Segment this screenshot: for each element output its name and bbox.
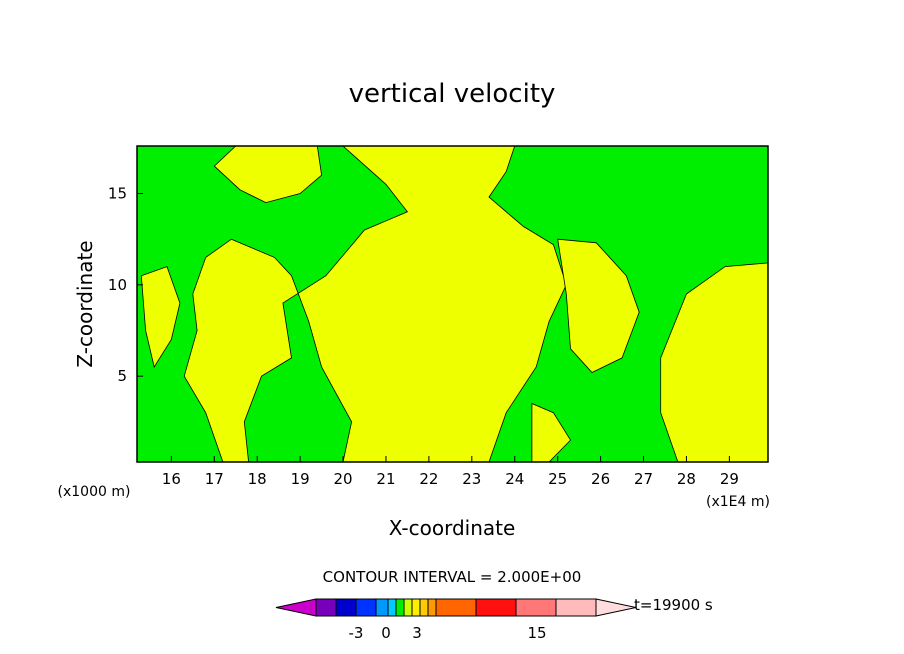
colorbar-swatch-9 <box>419 598 429 617</box>
y-tick-label-15: 15 <box>108 184 127 202</box>
x-tick-label-22: 22 <box>419 470 438 488</box>
x-tick-label-26: 26 <box>591 470 610 488</box>
x-axis-label: X-coordinate <box>389 516 516 540</box>
yellow-region-2 <box>557 238 640 373</box>
x-unit-label: (x1E4 m) <box>706 494 770 510</box>
colorbar <box>275 598 637 617</box>
y-tick-label-5: 5 <box>117 367 127 385</box>
x-tick-label-23: 23 <box>462 470 481 488</box>
colorbar-swatch-3 <box>355 598 377 617</box>
colorbar-label-neg3: -3 <box>349 624 364 642</box>
x-tick-label-24: 24 <box>505 470 524 488</box>
x-ticks: 16 17 18 19 20 21 22 23 24 25 26 27 28 29 <box>162 456 739 488</box>
colorbar-label-0: 0 <box>381 624 391 642</box>
colorbar-swatch-10 <box>427 598 437 617</box>
x-tick-label-16: 16 <box>162 470 181 488</box>
colorbar-label-3: 3 <box>412 624 422 642</box>
y-axis-label: Z-coordinate <box>73 240 97 367</box>
colorbar-swatch-2 <box>335 598 357 617</box>
x-tick-label-25: 25 <box>548 470 567 488</box>
y-unit-label: (x1000 m) <box>58 484 131 500</box>
x-tick-label-21: 21 <box>376 470 395 488</box>
colorbar-swatch-5 <box>387 598 397 617</box>
colorbar-swatch-14 <box>555 598 597 617</box>
colorbar-swatch-8 <box>411 598 421 617</box>
colorbar-swatch-7 <box>403 598 413 617</box>
colorbar-swatch-1 <box>315 598 337 617</box>
plot-area: 16 17 18 19 20 21 22 23 24 25 26 27 28 29 5 10 15 <box>108 145 769 488</box>
x-tick-label-27: 27 <box>634 470 653 488</box>
colorbar-swatch-6 <box>395 598 405 617</box>
x-tick-label-28: 28 <box>677 470 696 488</box>
x-tick-label-19: 19 <box>291 470 310 488</box>
y-ticks: 5 10 15 <box>108 184 143 385</box>
colorbar-swatch-4 <box>375 598 389 617</box>
colorbar-label-15: 15 <box>527 624 546 642</box>
colorbar-swatch-13 <box>515 598 557 617</box>
x-tick-label-17: 17 <box>205 470 224 488</box>
yellow-region-0 <box>213 145 323 204</box>
plot-frame <box>136 145 769 463</box>
yellow-region-5 <box>531 402 572 463</box>
x-tick-label-29: 29 <box>720 470 739 488</box>
colorbar-labels: -3 0 3 15 <box>349 624 547 642</box>
colorbar-swatch-11 <box>435 598 477 617</box>
colorbar-arrow-right <box>595 598 637 617</box>
yellow-region-1 <box>183 145 567 463</box>
x-tick-label-18: 18 <box>248 470 267 488</box>
colorbar-arrow-left <box>275 598 317 617</box>
contour-interval-label: CONTOUR INTERVAL = 2.000E+00 <box>323 568 582 586</box>
x-tick-label-20: 20 <box>333 470 352 488</box>
chart-title: vertical velocity <box>349 79 556 109</box>
y-tick-label-10: 10 <box>108 276 127 294</box>
colorbar-swatch-12 <box>475 598 517 617</box>
time-label: t=19900 s <box>634 596 713 614</box>
yellow-region-4 <box>140 266 181 369</box>
